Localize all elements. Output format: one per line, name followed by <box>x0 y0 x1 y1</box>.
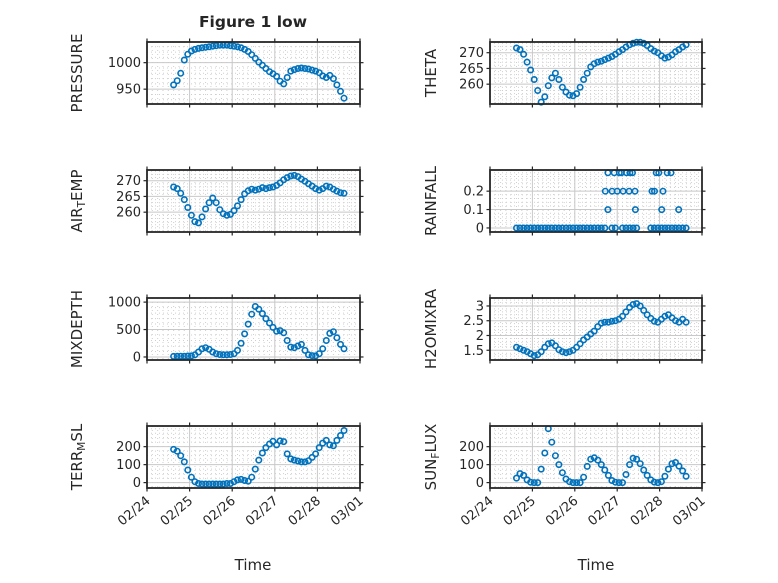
x-tick-label: 02/28 <box>286 494 324 530</box>
axes-box <box>146 425 361 489</box>
axes-box <box>489 41 703 105</box>
tick-marks <box>486 38 706 108</box>
y-axis-label-theta: THETA <box>422 48 440 98</box>
y-tick-label: 265 <box>459 62 484 77</box>
x-tick-label: 02/26 <box>543 494 581 530</box>
subplot-sun-flux: 0 100 200 SUNFLUX 02/24 02/25 02/26 02/27 02/28 0… <box>422 422 709 530</box>
x-axis-label-left: Time <box>234 556 272 574</box>
y-tick-label: 270 <box>116 174 141 189</box>
data-markers <box>170 171 348 227</box>
axes-box <box>146 169 361 233</box>
x-tick-label: 02/24 <box>458 494 496 530</box>
data-markers <box>170 41 348 102</box>
axes-box <box>489 169 703 233</box>
y-tick-label: 100 <box>459 458 484 473</box>
y-tick-label: 0 <box>133 476 141 491</box>
subplot-rainfall: 0 0.1 0.2 RAINFALL <box>422 165 706 236</box>
y-axis-label-terr-msl: TERRMSL <box>68 423 88 491</box>
y-tick-label: 0 <box>476 476 484 491</box>
y-tick-label: 500 <box>116 323 141 338</box>
y-tick-label: 100 <box>116 458 141 473</box>
data-markers <box>512 425 690 487</box>
tick-marks <box>143 294 364 364</box>
tick-marks <box>143 166 364 236</box>
y-tick-label: 3 <box>476 299 484 314</box>
y-tick-label: 200 <box>116 440 141 455</box>
tick-marks <box>143 38 364 108</box>
y-tick-label: 0 <box>133 350 141 365</box>
y-axis-label-sun-flux: SUNFLUX <box>422 424 442 491</box>
data-markers <box>512 300 690 360</box>
y-axis-label-air-temp: AIRTEMP <box>68 170 88 233</box>
y-tick-label: 265 <box>116 190 141 205</box>
y-axis-label-mixdepth: MIXDEPTH <box>68 290 86 368</box>
y-tick-label: 1000 <box>108 296 141 311</box>
data-markers <box>170 302 348 360</box>
axes-box <box>146 41 361 105</box>
x-tick-label: 02/28 <box>628 494 666 530</box>
y-axis-label-pressure: PRESSURE <box>68 34 86 113</box>
subplot-mixdepth: 0 500 1000 MIXDEPTH <box>68 290 364 368</box>
x-tick-label: 02/25 <box>158 494 196 530</box>
tick-marks <box>486 422 706 492</box>
tick-marks <box>143 422 364 492</box>
axes-box <box>489 425 703 489</box>
x-tick-label: 03/01 <box>328 494 366 530</box>
y-tick-label: 0 <box>476 221 484 236</box>
figure-title: Figure 1 low <box>199 13 307 31</box>
y-tick-label: 0.2 <box>463 185 484 200</box>
x-tick-label: 02/27 <box>585 494 623 530</box>
data-markers <box>512 169 690 232</box>
y-tick-label: 0.1 <box>463 203 484 218</box>
x-tick-label: 02/26 <box>200 494 238 530</box>
minor-grid <box>147 170 360 232</box>
x-tick-label: 03/01 <box>670 494 708 530</box>
subplot-pressure: 950 1000 PRESSURE <box>68 34 364 113</box>
x-tick-label: 02/25 <box>501 494 539 530</box>
y-tick-label: 260 <box>459 78 484 93</box>
axes-box <box>489 297 703 361</box>
y-tick-label: 1000 <box>108 56 141 71</box>
y-tick-label: 1.5 <box>463 344 484 359</box>
tick-marks <box>486 166 706 236</box>
x-axis-label-right: Time <box>577 556 615 574</box>
y-tick-label: 2.5 <box>463 314 484 329</box>
data-markers <box>170 426 348 488</box>
tick-marks <box>486 294 706 364</box>
y-tick-label: 270 <box>459 46 484 61</box>
y-axis-label-h2omixra: H2OMIXRA <box>422 288 440 369</box>
y-axis-label-rainfall: RAINFALL <box>422 165 440 236</box>
y-tick-label: 260 <box>116 206 141 221</box>
subplot-terr-msl: 0 100 200 TERRMSL 02/24 02/25 02/26 02/27 02/28 0… <box>68 422 367 530</box>
subplot-h2omixra: 1.522.53 H2OMIXRA <box>422 288 706 369</box>
x-tick-label: 02/24 <box>115 494 153 530</box>
y-tick-label: 2 <box>476 329 484 344</box>
y-tick-label: 950 <box>116 83 141 98</box>
y-tick-label: 200 <box>459 440 484 455</box>
x-tick-label: 02/27 <box>243 494 281 530</box>
minor-grid <box>490 170 702 233</box>
